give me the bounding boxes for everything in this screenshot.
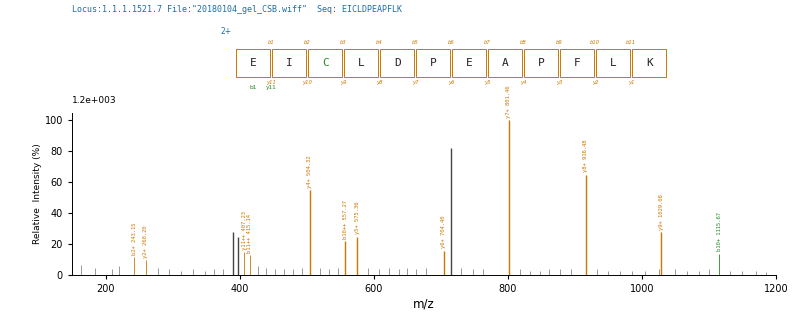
Y-axis label: Relative  Intensity (%): Relative Intensity (%) [33,144,42,244]
Text: b1: b1 [268,40,274,45]
Text: b1: b1 [250,85,257,90]
Text: A: A [502,58,509,68]
Text: F: F [574,58,581,68]
Text: y1: y1 [628,80,634,85]
Text: D: D [394,58,401,68]
Text: 1.2e+003: 1.2e+003 [72,96,117,105]
Text: y11: y11 [266,80,276,85]
Text: b8: b8 [520,40,526,45]
Text: y6+ 704.40: y6+ 704.40 [442,216,446,248]
Text: b10+ 1115.67: b10+ 1115.67 [717,213,722,251]
Text: b11++ 415.14: b11++ 415.14 [247,214,252,253]
Text: y2+ 260.20: y2+ 260.20 [143,225,148,258]
Text: L: L [610,58,617,68]
Text: y8+ 916.48: y8+ 916.48 [583,140,589,172]
Text: b11: b11 [626,40,636,45]
Text: b6: b6 [448,40,454,45]
Text: y9: y9 [340,80,346,85]
Text: y6: y6 [448,80,454,85]
Text: P: P [538,58,545,68]
Text: b9: b9 [556,40,562,45]
Text: y3: y3 [556,80,562,85]
Text: y5: y5 [484,80,490,85]
Text: b2: b2 [304,40,310,45]
Text: b5: b5 [412,40,418,45]
Text: E: E [466,58,473,68]
Text: y11++ 407.23: y11++ 407.23 [242,211,247,250]
Text: P: P [430,58,437,68]
Text: y7+ 801.46: y7+ 801.46 [506,85,511,118]
Text: y2: y2 [592,80,598,85]
Text: y4: y4 [520,80,526,85]
Text: b10: b10 [590,40,600,45]
Text: K: K [646,58,653,68]
Text: b10++ 557.27: b10++ 557.27 [342,200,347,239]
X-axis label: m/z: m/z [413,297,435,310]
Text: E: E [250,58,257,68]
Text: b7: b7 [484,40,490,45]
Text: y4+ 504.32: y4+ 504.32 [307,155,312,188]
Text: C: C [322,58,329,68]
Text: b3: b3 [340,40,346,45]
Text: b2+ 243.15: b2+ 243.15 [132,222,137,254]
Text: 2+: 2+ [220,27,231,36]
Text: y9+ 1029.08: y9+ 1029.08 [659,194,664,230]
Text: y11: y11 [266,85,277,90]
Text: b4: b4 [376,40,382,45]
Text: y5+ 575.36: y5+ 575.36 [354,202,360,234]
Text: Locus:1.1.1.1521.7 File:"20180104_gel_CSB.wiff"  Seq: EICLDPEAPFLK: Locus:1.1.1.1521.7 File:"20180104_gel_CS… [72,5,402,14]
Text: y8: y8 [376,80,382,85]
Text: y10: y10 [302,80,312,85]
Text: L: L [358,58,365,68]
Text: y7: y7 [412,80,418,85]
Text: I: I [286,58,293,68]
